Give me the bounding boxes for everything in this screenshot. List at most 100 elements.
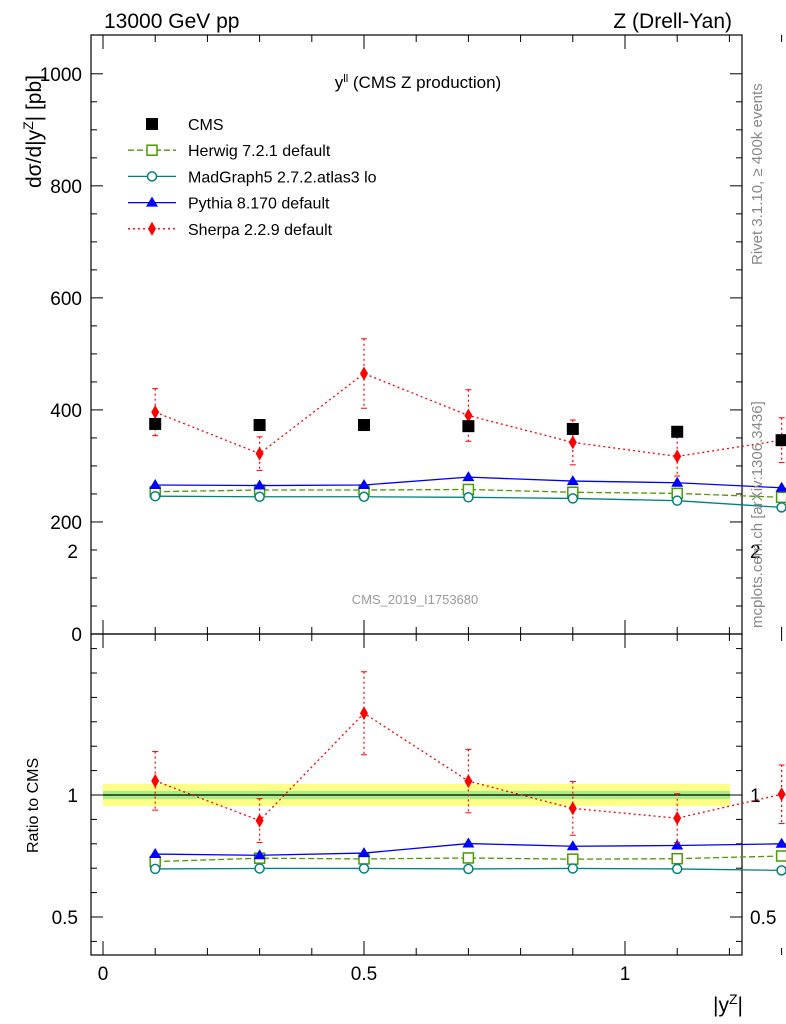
ratio-point-herwig-7-2-1-default bbox=[671, 852, 683, 865]
main-point-madgraph5-2-7-2-atlas3-lo bbox=[567, 493, 579, 504]
main-point-pythia-8-170-default bbox=[462, 471, 475, 482]
main-point-sherpa-2-2-9-default bbox=[673, 449, 682, 464]
y-tick-label-ratio-right: 1 bbox=[750, 786, 761, 807]
main-series-pythia-8-170-default bbox=[149, 471, 786, 492]
legend-label: Pythia 8.170 default bbox=[188, 196, 330, 213]
main-point-madgraph5-2-7-2-atlas3-lo bbox=[776, 502, 786, 513]
panel-title: yll (CMS Z production) bbox=[335, 73, 501, 92]
x-axis-label: |yZ| bbox=[713, 991, 743, 1017]
ratio-line-pythia-8-170-default bbox=[155, 842, 786, 856]
legend-marker bbox=[146, 171, 158, 182]
ratio-line-sherpa-2-2-9-default bbox=[154, 712, 786, 822]
main-series-cms bbox=[149, 417, 786, 447]
legend-label: Sherpa 2.2.9 default bbox=[188, 222, 333, 239]
ratio-series-madgraph5-2-7-2-atlas3-lo bbox=[149, 863, 786, 876]
main-point-pythia-8-170-default bbox=[566, 475, 579, 486]
x-tick-label: 0.5 bbox=[351, 964, 377, 985]
legend-marker bbox=[146, 196, 158, 207]
legend-entry: Sherpa 2.2.9 default bbox=[128, 221, 333, 239]
y-tick-label-ratio: 1 bbox=[67, 786, 78, 807]
ratio-point-pythia-8-170-default bbox=[149, 848, 162, 859]
y-tick-label-ratio-right: 0.5 bbox=[750, 908, 776, 929]
y-tick-label-ratio: 0.5 bbox=[52, 908, 78, 929]
main-point-madgraph5-2-7-2-atlas3-lo bbox=[463, 492, 474, 503]
y-tick-label-main: 1000 bbox=[40, 65, 82, 86]
ratio-point-pythia-8-170-default bbox=[253, 849, 266, 860]
main-point-sherpa-2-2-9-default bbox=[360, 366, 368, 381]
main-line-herwig-7-2-1-default bbox=[155, 488, 786, 499]
legend-entry: Herwig 7.2.1 default bbox=[128, 143, 331, 160]
ratio-point-madgraph5-2-7-2-atlas3-lo bbox=[671, 863, 683, 875]
process-label: Z (Drell-Yan) bbox=[613, 10, 732, 33]
ratio-point-sherpa-2-2-9-default bbox=[360, 706, 368, 721]
ratio-series-pythia-8-170-default bbox=[149, 837, 786, 860]
main-point-sherpa-2-2-9-default bbox=[568, 435, 577, 450]
main-series-madgraph5-2-7-2-atlas3-lo bbox=[149, 490, 786, 513]
main-line-madgraph5-2-7-2-atlas3-lo bbox=[155, 495, 786, 509]
ratio-point-herwig-7-2-1-default bbox=[775, 850, 786, 862]
y-axis-label-main: dσ/d|yZ| [pb] bbox=[20, 75, 46, 188]
y-tick-label-ratio-right: 2 bbox=[750, 542, 761, 563]
ratio-point-madgraph5-2-7-2-atlas3-lo bbox=[254, 863, 265, 874]
main-point-pythia-8-170-default bbox=[149, 478, 162, 489]
legend-label: CMS bbox=[188, 117, 224, 134]
legend-entry: MadGraph5 2.7.2.atlas3 lo bbox=[128, 169, 377, 186]
ratio-point-pythia-8-170-default bbox=[566, 840, 579, 851]
ratio-point-madgraph5-2-7-2-atlas3-lo bbox=[567, 863, 579, 874]
analysis-id: CMS_2019_I1753680 bbox=[352, 592, 479, 607]
y-tick-label-ratio: 2 bbox=[67, 542, 78, 563]
main-point-pythia-8-170-default bbox=[775, 481, 786, 492]
ratio-point-pythia-8-170-default bbox=[775, 837, 786, 848]
legend-marker bbox=[146, 144, 158, 156]
ratio-series-sherpa-2-2-9-default bbox=[151, 671, 786, 844]
main-point-herwig-7-2-1-default bbox=[775, 491, 786, 504]
y-tick-label-main: 600 bbox=[50, 289, 82, 310]
main-point-madgraph5-2-7-2-atlas3-lo bbox=[671, 495, 683, 506]
main-line-pythia-8-170-default bbox=[155, 476, 786, 490]
ratio-point-sherpa-2-2-9-default bbox=[568, 801, 577, 816]
main-point-madgraph5-2-7-2-atlas3-lo bbox=[254, 491, 265, 503]
legend-label: MadGraph5 2.7.2.atlas3 lo bbox=[188, 169, 377, 186]
y-tick-label-main: 400 bbox=[50, 401, 82, 422]
main-point-cms bbox=[775, 434, 786, 447]
ratio-line-madgraph5-2-7-2-atlas3-lo bbox=[155, 867, 786, 872]
main-point-madgraph5-2-7-2-atlas3-lo bbox=[358, 491, 370, 503]
y-tick-label-main: 800 bbox=[50, 177, 82, 198]
x-tick-label: 0 bbox=[98, 964, 109, 985]
main-point-pythia-8-170-default bbox=[253, 479, 266, 490]
ratio-point-pythia-8-170-default bbox=[671, 839, 684, 850]
ratio-point-sherpa-2-2-9-default bbox=[673, 811, 682, 826]
legend-entry: Pythia 8.170 default bbox=[128, 196, 330, 213]
legend-marker bbox=[148, 221, 156, 236]
energy-label: 13000 GeV pp bbox=[104, 10, 239, 33]
y-tick-label-main: 200 bbox=[50, 513, 82, 534]
ratio-point-herwig-7-2-1-default bbox=[462, 852, 475, 864]
legend-entry: CMS bbox=[146, 117, 224, 134]
rivet-label: Rivet 3.1.10, ≥ 400k events bbox=[749, 83, 766, 265]
legend-label: Herwig 7.2.1 default bbox=[188, 143, 331, 160]
ratio-point-herwig-7-2-1-default bbox=[567, 853, 579, 865]
main-point-sherpa-2-2-9-default bbox=[151, 405, 160, 420]
mcplots-label: mcplots.cern.ch [arXiv:1306.3436] bbox=[749, 401, 766, 628]
ratio-line-herwig-7-2-1-default bbox=[155, 855, 786, 863]
main-point-madgraph5-2-7-2-atlas3-lo bbox=[149, 490, 161, 502]
legend-marker bbox=[146, 118, 158, 130]
ratio-point-pythia-8-170-default bbox=[358, 847, 370, 858]
y-tick-label-main: 0 bbox=[71, 625, 82, 646]
ratio-point-sherpa-2-2-9-default bbox=[777, 787, 786, 802]
main-point-cms bbox=[253, 419, 266, 432]
main-line-sherpa-2-2-9-default bbox=[154, 372, 786, 458]
main-point-cms bbox=[671, 425, 684, 438]
main-point-pythia-8-170-default bbox=[358, 478, 370, 489]
ratio-point-sherpa-2-2-9-default bbox=[464, 774, 473, 789]
main-point-sherpa-2-2-9-default bbox=[464, 408, 473, 423]
ratio-point-madgraph5-2-7-2-atlas3-lo bbox=[776, 865, 786, 876]
ratio-point-sherpa-2-2-9-default bbox=[151, 773, 160, 788]
main-point-cms bbox=[149, 417, 162, 430]
main-point-pythia-8-170-default bbox=[671, 476, 684, 487]
main-point-cms bbox=[566, 422, 579, 435]
ratio-point-madgraph5-2-7-2-atlas3-lo bbox=[358, 863, 370, 874]
ratio-point-madgraph5-2-7-2-atlas3-lo bbox=[463, 863, 474, 875]
y-axis-label-ratio: Ratio to CMS bbox=[25, 758, 42, 853]
